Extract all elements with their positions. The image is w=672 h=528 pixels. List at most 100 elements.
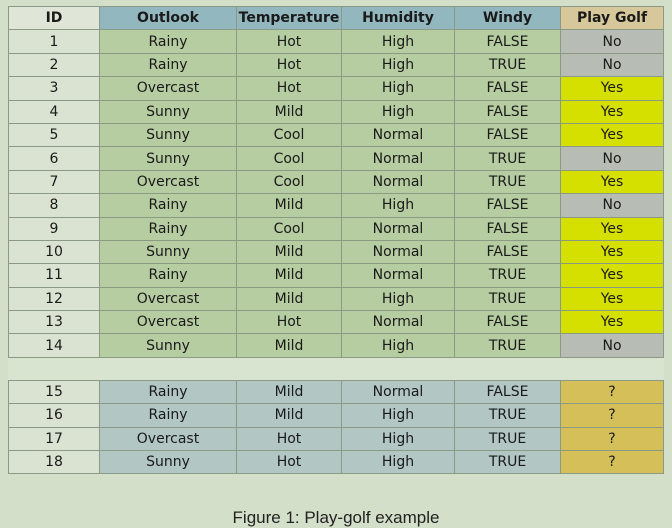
cell-humidity[interactable]: Normal — [341, 146, 455, 171]
cell-play[interactable]: Yes — [560, 263, 664, 288]
cell-id[interactable]: 6 — [8, 146, 100, 171]
cell-windy[interactable]: FALSE — [454, 122, 561, 148]
cell-temperature[interactable]: Hot — [236, 310, 342, 335]
cell-outlook[interactable]: Overcast — [99, 286, 237, 312]
cell-outlook[interactable]: Rainy — [99, 379, 237, 405]
cell-play[interactable]: ? — [560, 450, 664, 475]
cell-temperature[interactable]: Hot — [236, 76, 342, 101]
cell-humidity[interactable]: Normal — [341, 122, 455, 148]
cell-play[interactable]: No — [560, 146, 664, 171]
cell-outlook[interactable]: Overcast — [99, 169, 237, 195]
cell-temperature[interactable]: Hot — [236, 450, 342, 475]
cell-temperature[interactable]: Cool — [236, 216, 342, 241]
cell-temperature[interactable]: Mild — [236, 99, 342, 124]
cell-windy[interactable]: TRUE — [454, 426, 561, 452]
cell-play[interactable]: ? — [560, 403, 664, 428]
cell-windy[interactable]: TRUE — [454, 169, 561, 195]
cell-temperature[interactable]: Mild — [236, 403, 342, 428]
cell-play[interactable]: No — [560, 52, 664, 78]
cell-temperature[interactable]: Mild — [236, 239, 342, 265]
cell-play[interactable]: Yes — [560, 310, 664, 335]
cell-windy[interactable]: FALSE — [454, 310, 561, 335]
cell-windy[interactable]: FALSE — [454, 239, 561, 265]
cell-temperature[interactable]: Mild — [236, 263, 342, 288]
cell-temperature[interactable]: Cool — [236, 169, 342, 195]
cell-id[interactable]: 5 — [8, 122, 100, 148]
cell-windy[interactable]: TRUE — [454, 263, 561, 288]
cell-temperature[interactable]: Hot — [236, 426, 342, 452]
blank-cell[interactable] — [341, 356, 455, 381]
cell-humidity[interactable]: High — [341, 333, 455, 358]
cell-id[interactable]: 17 — [8, 426, 100, 452]
cell-humidity[interactable]: High — [341, 426, 455, 452]
blank-cell[interactable] — [454, 356, 561, 381]
cell-play[interactable]: ? — [560, 379, 664, 405]
cell-temperature[interactable]: Mild — [236, 286, 342, 312]
cell-temperature[interactable]: Cool — [236, 122, 342, 148]
cell-windy[interactable]: FALSE — [454, 29, 561, 54]
cell-windy[interactable]: TRUE — [454, 450, 561, 475]
cell-id[interactable]: 10 — [8, 239, 100, 265]
cell-outlook[interactable]: Sunny — [99, 122, 237, 148]
cell-windy[interactable]: FALSE — [454, 76, 561, 101]
cell-play[interactable]: Yes — [560, 286, 664, 312]
column-header-play-golf[interactable]: Play Golf — [560, 5, 664, 31]
cell-windy[interactable]: TRUE — [454, 403, 561, 428]
cell-outlook[interactable]: Sunny — [99, 99, 237, 124]
cell-humidity[interactable]: Normal — [341, 216, 455, 241]
cell-humidity[interactable]: High — [341, 403, 455, 428]
cell-temperature[interactable]: Cool — [236, 146, 342, 171]
cell-humidity[interactable]: High — [341, 52, 455, 78]
cell-windy[interactable]: TRUE — [454, 146, 561, 171]
cell-humidity[interactable]: High — [341, 450, 455, 475]
cell-play[interactable]: No — [560, 193, 664, 218]
blank-cell[interactable] — [236, 356, 342, 381]
cell-temperature[interactable]: Hot — [236, 29, 342, 54]
column-header-id[interactable]: ID — [8, 5, 100, 31]
cell-windy[interactable]: TRUE — [454, 52, 561, 78]
cell-id[interactable]: 13 — [8, 310, 100, 335]
cell-windy[interactable]: TRUE — [454, 286, 561, 312]
column-header-humidity[interactable]: Humidity — [341, 5, 455, 31]
blank-cell[interactable] — [560, 356, 664, 381]
cell-outlook[interactable]: Overcast — [99, 310, 237, 335]
cell-outlook[interactable]: Rainy — [99, 193, 237, 218]
cell-outlook[interactable]: Rainy — [99, 263, 237, 288]
cell-windy[interactable]: FALSE — [454, 216, 561, 241]
cell-id[interactable]: 16 — [8, 403, 100, 428]
cell-temperature[interactable]: Hot — [236, 52, 342, 78]
cell-outlook[interactable]: Overcast — [99, 76, 237, 101]
cell-outlook[interactable]: Rainy — [99, 52, 237, 78]
cell-id[interactable]: 2 — [8, 52, 100, 78]
cell-humidity[interactable]: High — [341, 193, 455, 218]
cell-humidity[interactable]: High — [341, 29, 455, 54]
cell-outlook[interactable]: Sunny — [99, 146, 237, 171]
cell-play[interactable]: Yes — [560, 122, 664, 148]
cell-windy[interactable]: FALSE — [454, 379, 561, 405]
cell-outlook[interactable]: Rainy — [99, 403, 237, 428]
cell-id[interactable]: 9 — [8, 216, 100, 241]
cell-outlook[interactable]: Rainy — [99, 29, 237, 54]
cell-id[interactable]: 14 — [8, 333, 100, 358]
column-header-temperature[interactable]: Temperature — [236, 5, 342, 31]
cell-play[interactable]: Yes — [560, 169, 664, 195]
cell-windy[interactable]: FALSE — [454, 193, 561, 218]
cell-temperature[interactable]: Mild — [236, 333, 342, 358]
cell-windy[interactable]: FALSE — [454, 99, 561, 124]
cell-play[interactable]: No — [560, 333, 664, 358]
cell-play[interactable]: ? — [560, 426, 664, 452]
cell-temperature[interactable]: Mild — [236, 193, 342, 218]
cell-outlook[interactable]: Overcast — [99, 426, 237, 452]
cell-windy[interactable]: TRUE — [454, 333, 561, 358]
cell-id[interactable]: 11 — [8, 263, 100, 288]
cell-humidity[interactable]: High — [341, 99, 455, 124]
cell-humidity[interactable]: Normal — [341, 263, 455, 288]
cell-outlook[interactable]: Sunny — [99, 450, 237, 475]
cell-humidity[interactable]: High — [341, 76, 455, 101]
cell-id[interactable]: 8 — [8, 193, 100, 218]
cell-play[interactable]: Yes — [560, 99, 664, 124]
cell-humidity[interactable]: High — [341, 286, 455, 312]
cell-play[interactable]: No — [560, 29, 664, 54]
column-header-outlook[interactable]: Outlook — [99, 5, 237, 31]
cell-id[interactable]: 18 — [8, 450, 100, 475]
